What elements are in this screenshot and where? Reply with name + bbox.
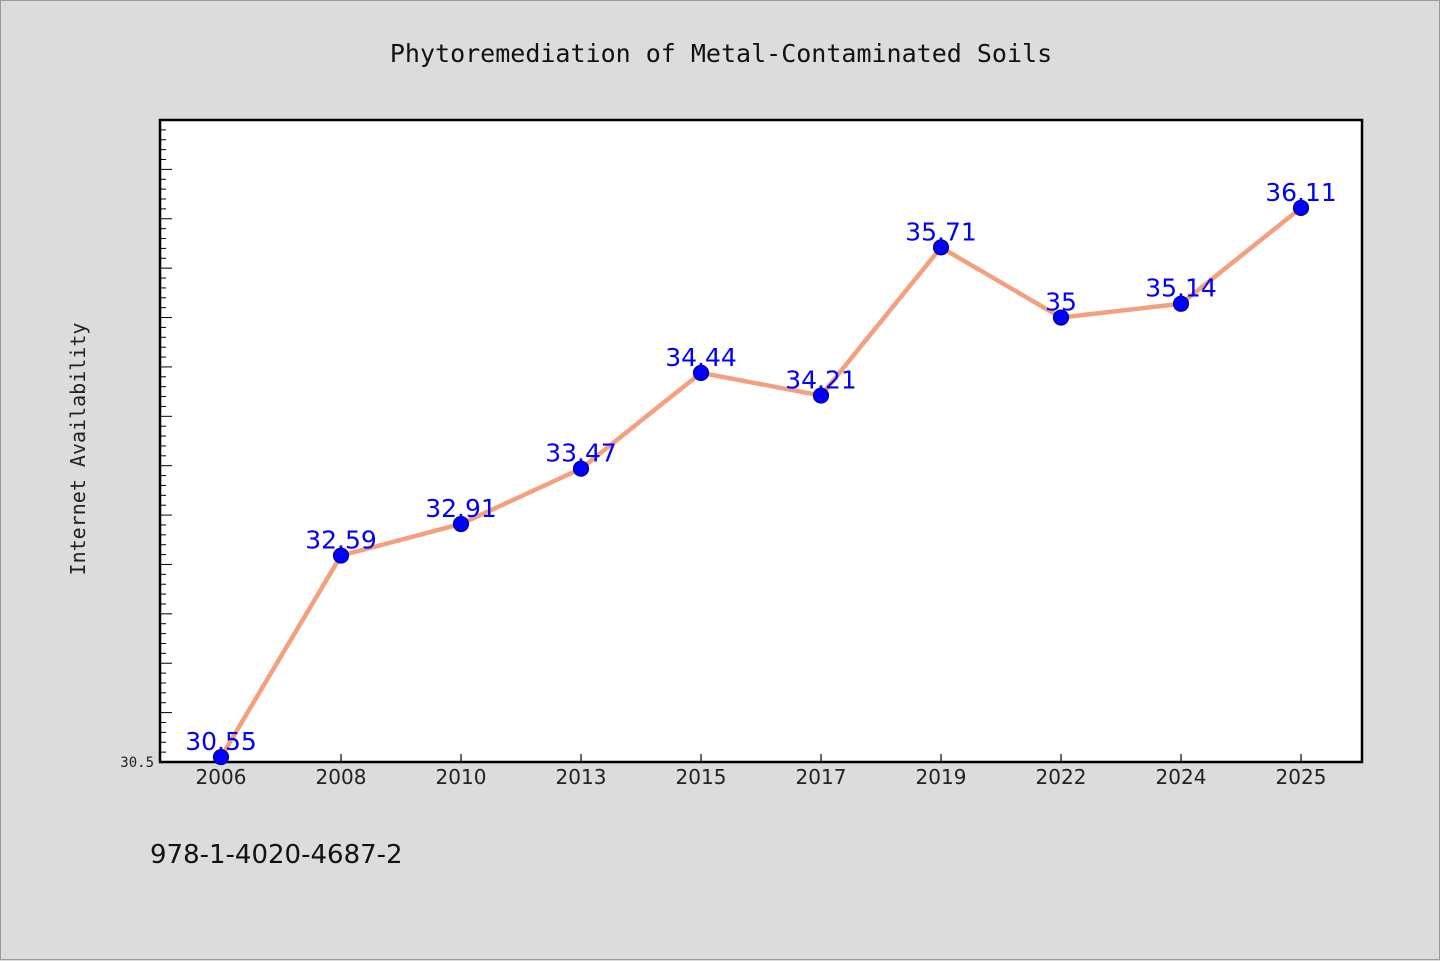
y-tick-label: 30.5 <box>120 755 154 771</box>
y-axis-label: Internet Availability <box>66 323 90 576</box>
data-point-label: 33.47 <box>545 439 617 468</box>
data-point-label: 36.11 <box>1265 178 1337 207</box>
data-point-marker <box>572 460 590 477</box>
footer-isbn: 978-1-4020-4687-2 <box>150 840 403 870</box>
x-tick-label: 2017 <box>796 765 847 789</box>
x-tick-label: 2008 <box>316 765 367 789</box>
x-tick-label: 2013 <box>556 765 607 789</box>
data-point-label: 32.91 <box>425 494 497 523</box>
data-point-label: 30.55 <box>185 727 257 756</box>
data-point-label: 32.59 <box>305 526 377 555</box>
x-tick-label: 2019 <box>916 765 967 789</box>
data-point-marker <box>812 387 830 404</box>
data-point-label: 35.71 <box>905 217 977 246</box>
data-point-marker <box>1172 295 1190 312</box>
data-point-label: 35 <box>1045 288 1077 317</box>
series-line <box>219 206 1303 759</box>
data-labels: 30.55 32.59 32.91 33.47 34.44 34.21 35.71 35 35.… <box>185 178 1337 756</box>
x-tick-label: 2025 <box>1276 765 1327 789</box>
data-point-marker <box>692 364 710 381</box>
y-axis-ticks <box>160 129 172 753</box>
data-point-marker <box>212 748 230 766</box>
data-point-marker <box>452 515 470 533</box>
x-axis-tick-labels: 2006 2008 2010 2013 2015 2017 2019 2022 2024 2025 <box>196 765 1327 789</box>
data-point-marker <box>932 239 950 256</box>
x-tick-label: 2024 <box>1156 765 1207 789</box>
x-tick-label: 2015 <box>676 765 727 789</box>
series-markers <box>212 199 1310 766</box>
data-point-label: 34.44 <box>665 343 737 372</box>
data-point-marker <box>1052 309 1070 326</box>
data-point-label: 34.21 <box>785 366 857 395</box>
plot-area <box>158 118 1364 764</box>
x-tick-label: 2010 <box>436 765 487 789</box>
data-point-marker <box>1292 199 1310 217</box>
chart-title: Phytoremediation of Metal-Contaminated S… <box>390 39 1052 68</box>
data-point-marker <box>332 547 350 564</box>
x-tick-label: 2022 <box>1036 765 1087 789</box>
data-point-label: 35.14 <box>1145 274 1217 303</box>
x-tick-label: 2006 <box>196 765 247 789</box>
